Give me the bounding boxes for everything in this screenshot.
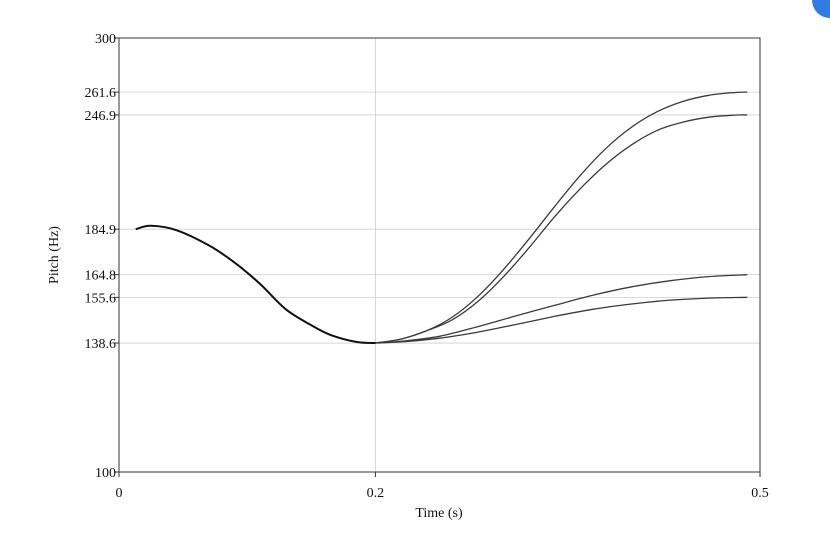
series-line-1	[375, 91, 748, 344]
shared-contour-line	[135, 224, 376, 344]
x-tick-label: 0.5	[751, 486, 769, 501]
x-tick-label: 0.2	[367, 486, 385, 501]
y-tick-label: 300	[95, 32, 116, 47]
x-axis-label: Time (s)	[415, 506, 463, 521]
series-line-2	[375, 114, 748, 344]
y-axis-label: Pitch (Hz)	[47, 226, 62, 284]
y-tick-label: 155.6	[85, 291, 117, 306]
plot-frame	[118, 37, 761, 473]
y-tick-label: 246.9	[85, 109, 117, 124]
x-tick-label: 0	[116, 486, 123, 501]
y-tick-label: 184.9	[85, 223, 117, 238]
grid-layer	[119, 38, 760, 472]
y-tick-label: 100	[95, 466, 116, 481]
y-tick-label: 164.8	[85, 269, 117, 284]
y-tick-label: 138.6	[85, 337, 117, 352]
curve-layer	[135, 91, 748, 344]
tick-layer: 100 138.6 155.6 164.8 184.9 246.9 261.6 300 0 0.2…	[85, 32, 769, 501]
series-line-4	[375, 296, 748, 344]
y-tick-label: 261.6	[85, 86, 117, 101]
series-line-3	[375, 274, 748, 344]
